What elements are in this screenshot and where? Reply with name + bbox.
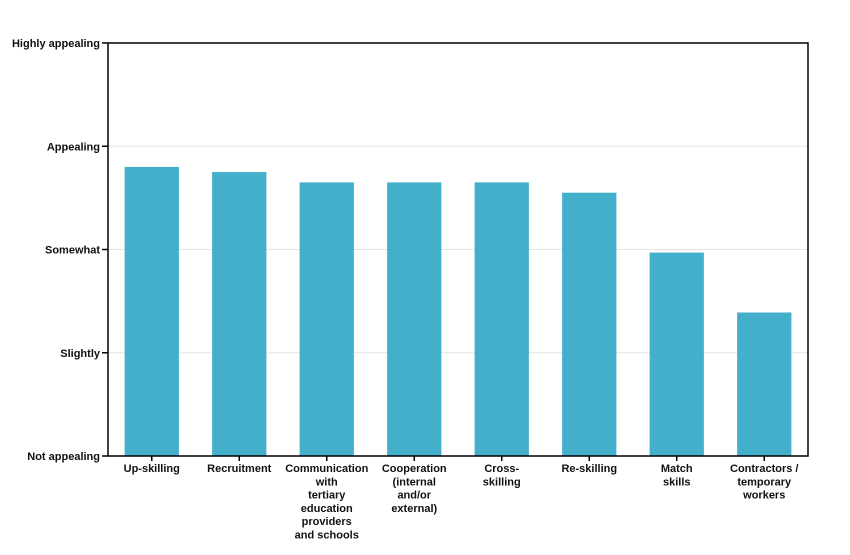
y-axis-ticks: Not appealing Slightly Somewhat Appealing Hi… xyxy=(12,38,108,463)
x-tick-label-line: Match xyxy=(661,463,693,475)
x-tick-label: Cross-skilling xyxy=(483,463,521,488)
x-tick-label: Recruitment xyxy=(207,463,272,475)
y-tick-label: Slightly xyxy=(60,348,101,360)
x-tick-label-line: with xyxy=(315,476,338,488)
x-tick-label-line: providers xyxy=(302,516,352,528)
x-tick-label: Up-skilling xyxy=(124,463,180,475)
x-tick-label-line: tertiary xyxy=(308,490,346,502)
bar xyxy=(649,252,704,456)
x-axis-ticks: Up-skilling Recruitment Communication with t… xyxy=(124,456,798,542)
x-tick-label-line: Cooperation xyxy=(382,463,447,475)
y-tick-label: Highly appealing xyxy=(12,38,100,50)
y-tick-label: Not appealing xyxy=(27,451,100,463)
x-tick-label-line: Communication xyxy=(285,463,368,475)
bar xyxy=(387,182,442,456)
x-tick-label: Communication with tertiary education provid… xyxy=(285,463,368,542)
x-tick-label-line: and/or xyxy=(397,490,431,502)
bar xyxy=(212,172,267,456)
x-tick-label-line: workers xyxy=(742,490,785,502)
x-tick-label-line: skills xyxy=(663,476,691,488)
x-tick-label-line: external) xyxy=(391,503,437,515)
x-tick-label-line: skilling xyxy=(483,476,521,488)
x-tick-label-line: (internal xyxy=(393,476,436,488)
x-tick-label-line: Recruitment xyxy=(207,463,272,475)
y-tick-label: Somewhat xyxy=(45,245,100,257)
x-tick-label: Contractors / temporary workers xyxy=(730,463,798,502)
x-tick-label-line: Up-skilling xyxy=(124,463,180,475)
bar xyxy=(562,192,617,456)
x-tick-label: Re-skilling xyxy=(561,463,617,475)
x-tick-label-line: Cross- xyxy=(484,463,519,475)
x-tick-label-line: temporary xyxy=(737,476,792,488)
x-tick-label-line: Contractors / xyxy=(730,463,798,475)
bar xyxy=(124,166,179,456)
x-tick-label-line: and schools xyxy=(295,530,359,542)
bars xyxy=(124,166,792,456)
x-tick-label: Match skills xyxy=(661,463,693,488)
x-tick-label: Cooperation (internal and/or external) xyxy=(382,463,447,515)
bar xyxy=(299,182,354,456)
x-tick-label-line: education xyxy=(301,503,353,515)
bar xyxy=(737,312,792,456)
x-tick-label-line: Re-skilling xyxy=(561,463,617,475)
y-tick-label: Appealing xyxy=(47,141,100,153)
bar xyxy=(474,182,529,456)
